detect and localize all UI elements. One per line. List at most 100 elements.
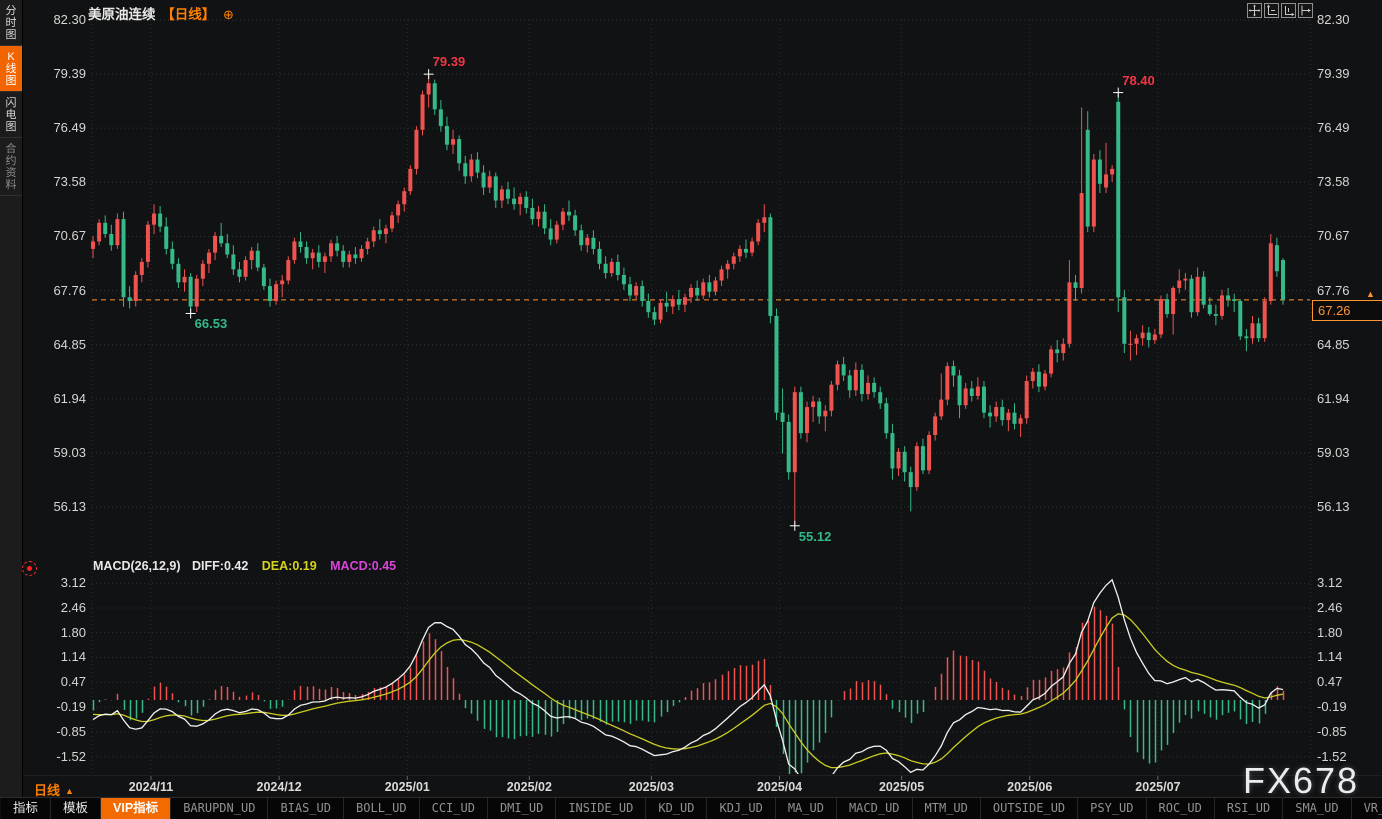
macd-axis-label-left: 0.47 [60, 674, 86, 690]
sidebar-tab-分时图[interactable]: 分时图 [0, 0, 22, 46]
chart-tools [1247, 3, 1313, 18]
price-axis-label-left: 79.39 [53, 66, 86, 82]
diff-line [92, 578, 1284, 774]
dea-line [92, 613, 1284, 769]
add-indicator-icon[interactable]: ⊕ [223, 7, 234, 22]
price-axis-label-right: 59.03 [1317, 445, 1350, 461]
macd-settings-icon[interactable] [22, 561, 37, 576]
toolbar-item-DMI_UD[interactable]: DMI_UD [488, 798, 557, 819]
macd-axis-label-right: -0.19 [1317, 699, 1347, 715]
toolbar-item-模板[interactable]: 模板 [51, 798, 102, 819]
y-axis-scale-icon[interactable] [1264, 3, 1279, 18]
macd-axis-label-left: -0.85 [56, 723, 86, 739]
price-axis-label-right: 56.13 [1317, 499, 1350, 514]
price-axis-label-left: 64.85 [53, 336, 86, 352]
toolbar-item-BOLL_UD[interactable]: BOLL_UD [344, 798, 420, 819]
sidebar-tab-char: 电 [5, 109, 17, 121]
toolbar-item-OUTSIDE_UD[interactable]: OUTSIDE_UD [981, 798, 1079, 819]
toolbar-item-RSI_UD[interactable]: RSI_UD [1215, 798, 1284, 819]
period-tag: 【日线】 [161, 7, 216, 22]
date-axis-label: 2025/07 [1135, 780, 1181, 794]
toolbar-item-KDJ_UD[interactable]: KDJ_UD [707, 798, 776, 819]
toolbar-item-INSIDE_UD[interactable]: INSIDE_UD [556, 798, 647, 819]
x-axis-scale-icon[interactable] [1281, 3, 1296, 18]
toolbar-item-MTM_UD[interactable]: MTM_UD [913, 798, 981, 819]
price-axis-label-left: 59.03 [53, 445, 86, 461]
toolbar-corner [0, 798, 1, 819]
sidebar-tab-char: 图 [5, 29, 17, 41]
macd-params-label: MACD(26,12,9) [93, 559, 181, 573]
date-axis-separator [0, 775, 1382, 776]
sidebar-tab-char: K [7, 51, 15, 63]
macd-axis-label-right: 3.12 [1317, 575, 1343, 591]
sidebar-tab-char: 时 [5, 17, 17, 29]
last-price-tag: 67.26 [1312, 299, 1382, 321]
price-axis-label-left: 56.13 [53, 499, 86, 514]
price-axis-label-right: 73.58 [1317, 174, 1350, 190]
indicator-toolbar: 指标 模板 VIP指标 BARUPDN_UD BIAS_UD BOLL_UD CCI_UD D… [0, 797, 1382, 819]
toolbar-item-SMA_UD[interactable]: SMA_UD [1283, 798, 1352, 819]
macd-axis-label-left: 1.80 [60, 624, 86, 640]
toolbar-item-VR_UD[interactable]: VR_UD [1352, 798, 1382, 819]
macd-axis-label-right: 1.14 [1317, 649, 1343, 665]
date-axis-label: 2025/04 [756, 780, 803, 794]
sidebar-tab-char: 料 [5, 179, 17, 191]
period-label[interactable]: 日线 ▲ [34, 783, 74, 798]
toolbar-item-CCI_UD[interactable]: CCI_UD [420, 798, 488, 819]
macd-axis-label-left: 2.46 [60, 599, 86, 615]
price-axis-label-left: 76.49 [53, 120, 86, 136]
sidebar-tab-char: 资 [5, 167, 17, 179]
toolbar-item-BIAS_UD[interactable]: BIAS_UD [268, 798, 345, 819]
sidebar-tab-合约资料[interactable]: 合约资料 [0, 138, 22, 196]
sidebar-tab-char: 合 [5, 143, 17, 155]
price-axis-label-left: 82.30 [53, 12, 86, 27]
macd-axis-label-left: -1.52 [56, 748, 86, 764]
price-up-arrow-icon: ▲ [1366, 288, 1375, 299]
toolbar-item-VIP指标[interactable]: VIP指标 [101, 798, 172, 819]
macd-axis-label-right: 1.80 [1317, 624, 1343, 640]
pan-icon[interactable] [1247, 3, 1262, 18]
macd-axis-label-right: -0.85 [1317, 723, 1347, 739]
price-annotation: 55.12 [798, 528, 832, 544]
macd-axis-label-right: 2.46 [1317, 599, 1343, 615]
sidebar-tab-char: 闪 [5, 97, 17, 109]
toolbar-item-BARUPDN_UD[interactable]: BARUPDN_UD [171, 798, 269, 819]
date-axis-label: 2025/02 [506, 780, 552, 794]
shift-right-icon[interactable] [1298, 3, 1313, 18]
chart-canvas[interactable] [0, 0, 1382, 797]
toolbar-item-KD_UD[interactable]: KD_UD [646, 798, 708, 819]
sidebar-tab-char: 分 [5, 5, 17, 17]
macd-axis-label-left: -0.19 [56, 699, 86, 715]
macd-dea-value: DEA:0.19 [261, 559, 317, 573]
price-axis-label-left: 73.58 [53, 174, 86, 190]
price-annotation: 79.39 [432, 54, 466, 70]
date-axis-label: 2025/03 [628, 780, 674, 794]
period-arrow-icon: ▲ [65, 786, 74, 796]
price-axis-label-right: 67.76 [1317, 282, 1350, 298]
macd-axis-label-right: 0.47 [1317, 674, 1343, 690]
grid-layer [91, 19, 1311, 780]
toolbar-item-PSY_UD[interactable]: PSY_UD [1078, 798, 1147, 819]
toolbar-item-MACD_UD[interactable]: MACD_UD [837, 798, 913, 819]
toolbar-item-指标[interactable]: 指标 [1, 798, 52, 819]
candles-layer [91, 74, 1285, 526]
watermark: FX678 [1243, 760, 1360, 801]
price-annotation: 78.40 [1122, 72, 1155, 88]
toolbar-item-MA_UD[interactable]: MA_UD [776, 798, 837, 819]
symbol-name: 美原油连续 [88, 7, 156, 22]
macd-diff-value: DIFF:0.42 [192, 559, 249, 573]
price-axis-label-right: 79.39 [1317, 66, 1350, 82]
toolbar-item-ROC_UD[interactable]: ROC_UD [1147, 798, 1215, 819]
price-axis-label-left: 61.94 [53, 390, 86, 406]
sidebar-tab-闪电图[interactable]: 闪电图 [0, 92, 22, 138]
price-axis-label-left: 67.76 [53, 282, 86, 298]
macd-layer [92, 578, 1285, 774]
sidebar-tab-char: 图 [5, 75, 17, 87]
macd-macd-value: MACD:0.45 [330, 559, 397, 573]
price-axis-label-right: 70.67 [1317, 228, 1350, 244]
macd-axis-label-right: -1.52 [1317, 748, 1347, 764]
sidebar-tab-char: 图 [5, 121, 17, 133]
